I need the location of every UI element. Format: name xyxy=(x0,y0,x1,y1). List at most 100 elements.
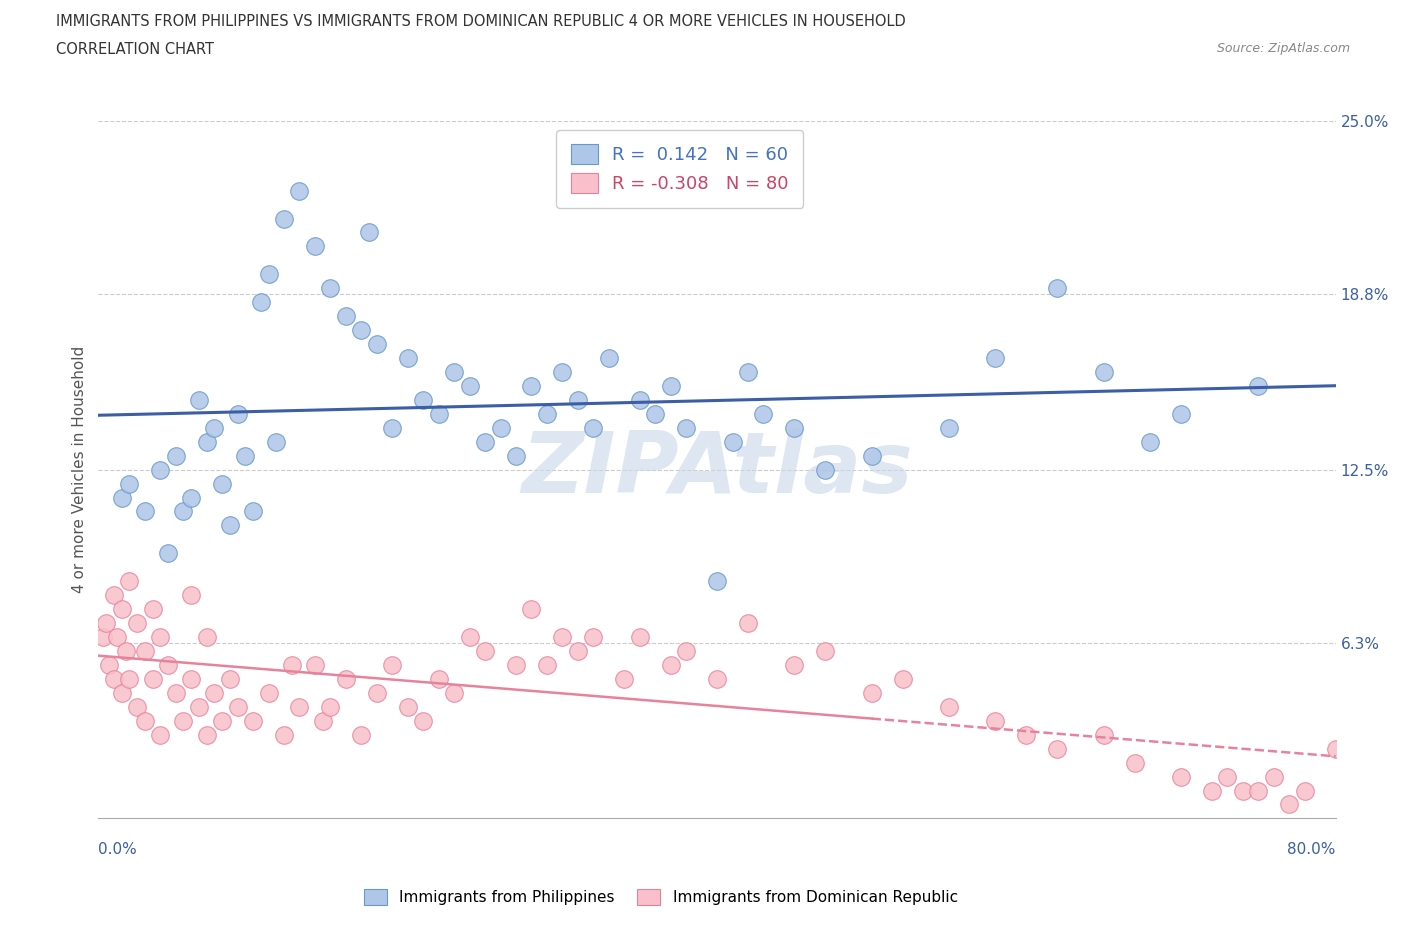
Point xyxy=(195,630,218,644)
Point xyxy=(115,644,138,658)
Point xyxy=(111,490,134,505)
Point xyxy=(288,699,311,714)
Point xyxy=(814,462,837,477)
Point xyxy=(598,351,620,365)
Point xyxy=(195,434,218,449)
Point xyxy=(644,406,666,421)
Point xyxy=(103,671,125,686)
Point xyxy=(1139,434,1161,449)
Point xyxy=(134,644,156,658)
Point xyxy=(1046,741,1069,756)
Point xyxy=(783,420,806,435)
Point xyxy=(1232,783,1254,798)
Point xyxy=(359,225,381,240)
Point xyxy=(984,713,1007,728)
Point xyxy=(350,727,373,742)
Point xyxy=(204,420,226,435)
Point xyxy=(582,630,605,644)
Point xyxy=(312,713,335,728)
Point xyxy=(721,434,744,449)
Point xyxy=(127,699,149,714)
Point xyxy=(273,211,295,226)
Point xyxy=(783,658,806,672)
Point xyxy=(149,462,172,477)
Point xyxy=(257,267,280,282)
Point xyxy=(427,671,450,686)
Point xyxy=(659,379,682,393)
Point xyxy=(134,713,156,728)
Point xyxy=(706,671,728,686)
Point xyxy=(195,727,218,742)
Point xyxy=(118,574,141,589)
Point xyxy=(1015,727,1038,742)
Point xyxy=(1247,783,1270,798)
Point xyxy=(443,365,465,379)
Point xyxy=(157,658,180,672)
Text: 0.0%: 0.0% xyxy=(98,842,138,857)
Point xyxy=(242,713,264,728)
Point xyxy=(737,365,759,379)
Text: IMMIGRANTS FROM PHILIPPINES VS IMMIGRANTS FROM DOMINICAN REPUBLIC 4 OR MORE VEHI: IMMIGRANTS FROM PHILIPPINES VS IMMIGRANT… xyxy=(56,14,905,29)
Point xyxy=(173,713,195,728)
Point xyxy=(505,448,527,463)
Point xyxy=(381,420,404,435)
Point xyxy=(567,392,589,407)
Point xyxy=(180,671,202,686)
Point xyxy=(1263,769,1285,784)
Point xyxy=(520,602,543,617)
Point xyxy=(536,658,558,672)
Point xyxy=(142,602,165,617)
Point xyxy=(111,602,134,617)
Point xyxy=(235,448,257,463)
Point xyxy=(706,574,728,589)
Point xyxy=(165,448,187,463)
Point xyxy=(335,309,357,324)
Point xyxy=(814,644,837,658)
Point xyxy=(304,239,326,254)
Point xyxy=(319,281,342,296)
Point xyxy=(1247,379,1270,393)
Point xyxy=(142,671,165,686)
Point xyxy=(1324,741,1347,756)
Point xyxy=(737,616,759,631)
Point xyxy=(860,448,883,463)
Point xyxy=(257,685,280,700)
Legend: R =  0.142   N = 60, R = -0.308   N = 80: R = 0.142 N = 60, R = -0.308 N = 80 xyxy=(557,130,803,207)
Point xyxy=(659,658,682,672)
Point xyxy=(211,476,233,491)
Point xyxy=(427,406,450,421)
Point xyxy=(613,671,636,686)
Point xyxy=(628,630,651,644)
Point xyxy=(412,713,434,728)
Point xyxy=(396,699,419,714)
Point xyxy=(149,727,172,742)
Point xyxy=(474,434,496,449)
Point xyxy=(149,630,172,644)
Point xyxy=(173,504,195,519)
Point xyxy=(1092,365,1115,379)
Point xyxy=(204,685,226,700)
Point xyxy=(938,699,960,714)
Point xyxy=(103,588,125,603)
Point xyxy=(250,295,273,310)
Point xyxy=(134,504,156,519)
Point xyxy=(226,699,249,714)
Text: Source: ZipAtlas.com: Source: ZipAtlas.com xyxy=(1216,42,1350,55)
Point xyxy=(458,379,481,393)
Point xyxy=(226,406,249,421)
Point xyxy=(266,434,288,449)
Point xyxy=(1278,797,1301,812)
Point xyxy=(1170,769,1192,784)
Point xyxy=(165,685,187,700)
Text: ZIPAtlas: ZIPAtlas xyxy=(522,428,912,512)
Point xyxy=(567,644,589,658)
Point xyxy=(211,713,233,728)
Point xyxy=(1123,755,1146,770)
Y-axis label: 4 or more Vehicles in Household: 4 or more Vehicles in Household xyxy=(72,346,87,593)
Point xyxy=(381,658,404,672)
Point xyxy=(860,685,883,700)
Point xyxy=(188,699,211,714)
Point xyxy=(984,351,1007,365)
Point xyxy=(536,406,558,421)
Point xyxy=(98,658,121,672)
